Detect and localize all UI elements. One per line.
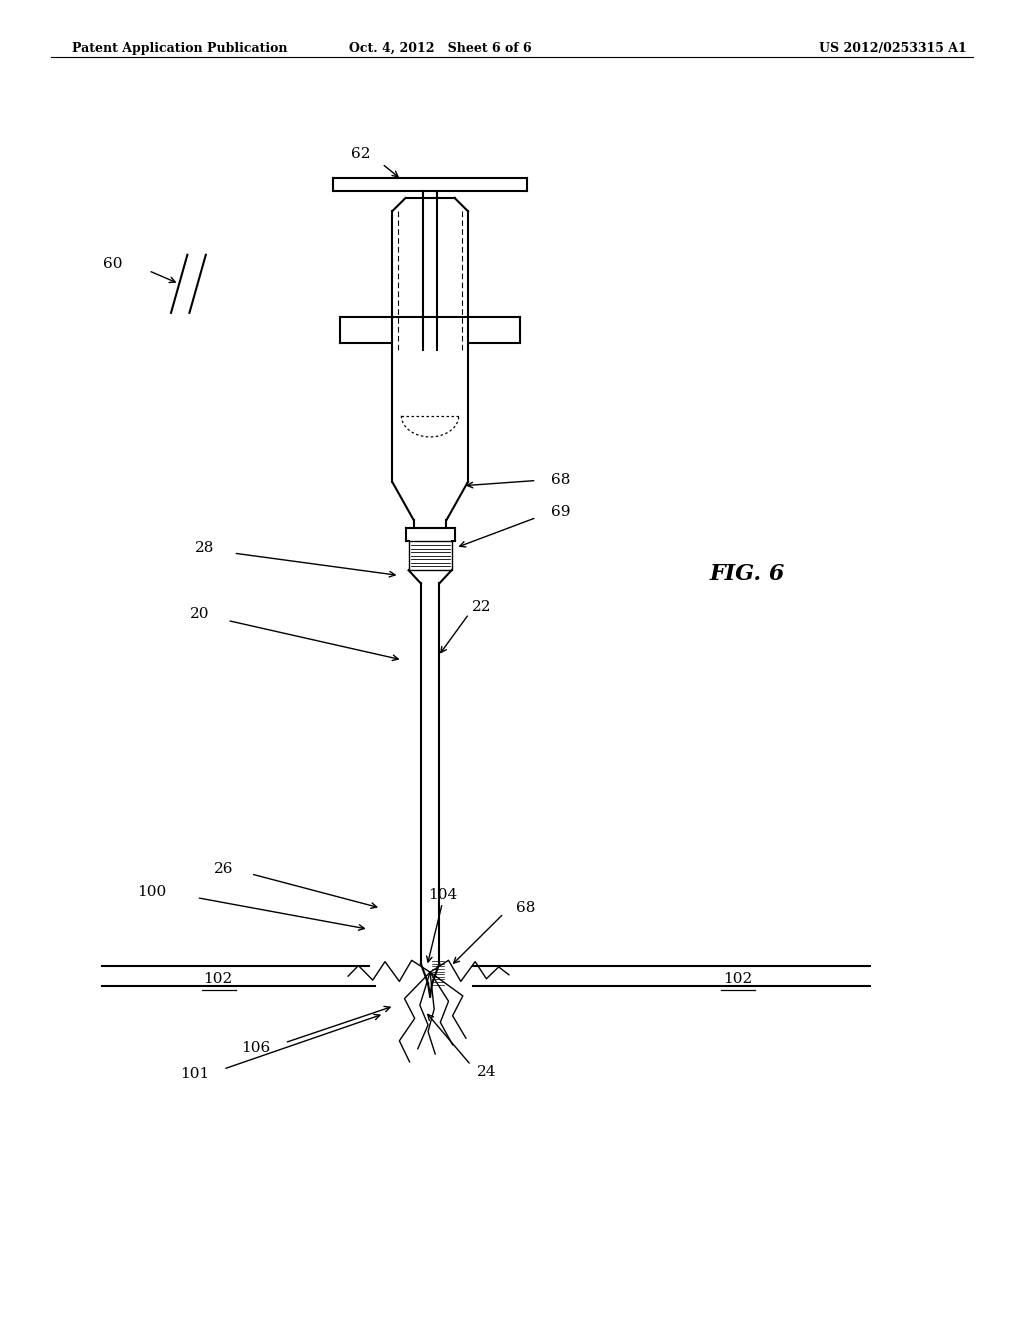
Text: 104: 104 [428,888,457,902]
Text: Oct. 4, 2012   Sheet 6 of 6: Oct. 4, 2012 Sheet 6 of 6 [349,42,531,55]
Text: 69: 69 [551,506,571,519]
Text: 100: 100 [137,886,166,899]
Text: Patent Application Publication: Patent Application Publication [72,42,287,55]
Text: 60: 60 [102,257,123,271]
Text: 22: 22 [471,601,492,614]
Text: 102: 102 [204,973,232,986]
Text: 106: 106 [242,1041,270,1055]
Text: 101: 101 [180,1068,209,1081]
Text: FIG. 6: FIG. 6 [710,564,785,585]
Text: 102: 102 [723,973,752,986]
Text: US 2012/0253315 A1: US 2012/0253315 A1 [819,42,967,55]
Text: 68: 68 [516,902,535,915]
Text: 68: 68 [552,474,570,487]
Text: 26: 26 [213,862,233,875]
Text: 24: 24 [476,1065,497,1078]
Text: 28: 28 [196,541,214,554]
Text: 20: 20 [189,607,210,620]
Text: 62: 62 [350,148,371,161]
